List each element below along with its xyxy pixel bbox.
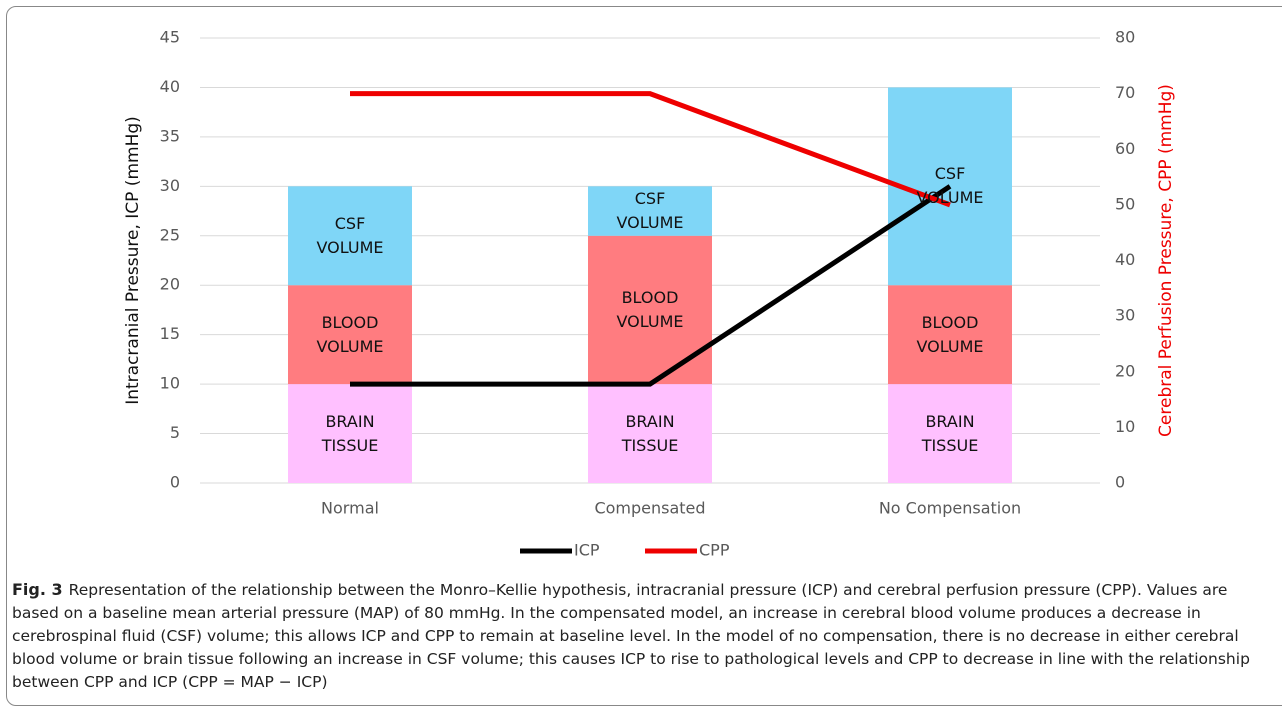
y2-tick-label: 20 (1115, 361, 1135, 380)
legend-label: CPP (699, 541, 730, 560)
y-tick-label: 40 (160, 77, 180, 96)
segment-label: CSF VOLUME (316, 213, 384, 257)
legend-label: ICP (574, 541, 600, 560)
y-tick-label: 25 (160, 225, 180, 244)
chart: 0 5 10 15 20 25 30 35 40 45 0 10 20 30 40 50 60 70 80 Intra… (123, 28, 1176, 560)
y-tick-label: 35 (160, 126, 180, 145)
figure-frame (6, 6, 1282, 706)
line-series (350, 184, 952, 387)
line-series (350, 91, 951, 208)
y-tick-label: 45 (160, 28, 180, 47)
x-tick-label: Compensated (594, 499, 705, 518)
segment-label: CSF VOLUME (916, 164, 984, 208)
bar-segment (288, 186, 412, 286)
y2-tick-label: 80 (1115, 28, 1135, 47)
segment-label: BLOOD VOLUME (616, 287, 684, 331)
y2-tick-label: 50 (1115, 194, 1135, 213)
y2-tick-label: 60 (1115, 139, 1135, 158)
y2-tick-label: 70 (1115, 83, 1135, 102)
bar-segment (588, 384, 712, 483)
bar-segment (288, 384, 412, 483)
y-axis-title: Intracranial Pressure, ICP (mmHg) (123, 116, 143, 405)
x-tick-label: Normal (321, 499, 379, 518)
y2-tick-label: 40 (1115, 250, 1135, 269)
y-tick-label: 15 (160, 324, 180, 343)
caption-text: Representation of the relationship betwe… (12, 581, 1250, 691)
y2-tick-label: 0 (1115, 473, 1125, 492)
caption: Fig. 3 Representation of the relationship… (12, 578, 1274, 694)
y-tick-label: 0 (170, 473, 180, 492)
y-tick-label: 20 (160, 275, 180, 294)
segment-label: BLOOD VOLUME (916, 312, 984, 356)
y-tick-label: 30 (160, 176, 180, 195)
segment-label: BRAIN TISSUE (621, 411, 679, 455)
y-tick-label: 5 (170, 423, 180, 442)
segment-label: CSF VOLUME (616, 189, 684, 233)
x-tick-label: No Compensation (879, 499, 1021, 518)
bar-segment (288, 285, 412, 385)
bar-segment (888, 285, 1012, 385)
segment-label: BRAIN TISSUE (321, 411, 379, 455)
bar-segment (888, 384, 1012, 483)
y2-tick-label: 10 (1115, 417, 1135, 436)
caption-label: Fig. 3 (12, 580, 63, 599)
y2-tick-label: 30 (1115, 306, 1135, 325)
bar-segment (588, 186, 712, 236)
segment-label: BLOOD VOLUME (316, 312, 384, 356)
y-tick-label: 10 (160, 374, 180, 393)
segment-label: BRAIN TISSUE (921, 411, 979, 455)
y2-axis-title: Cerebral Perfusion Pressure, CPP (mmHg) (1156, 84, 1176, 437)
